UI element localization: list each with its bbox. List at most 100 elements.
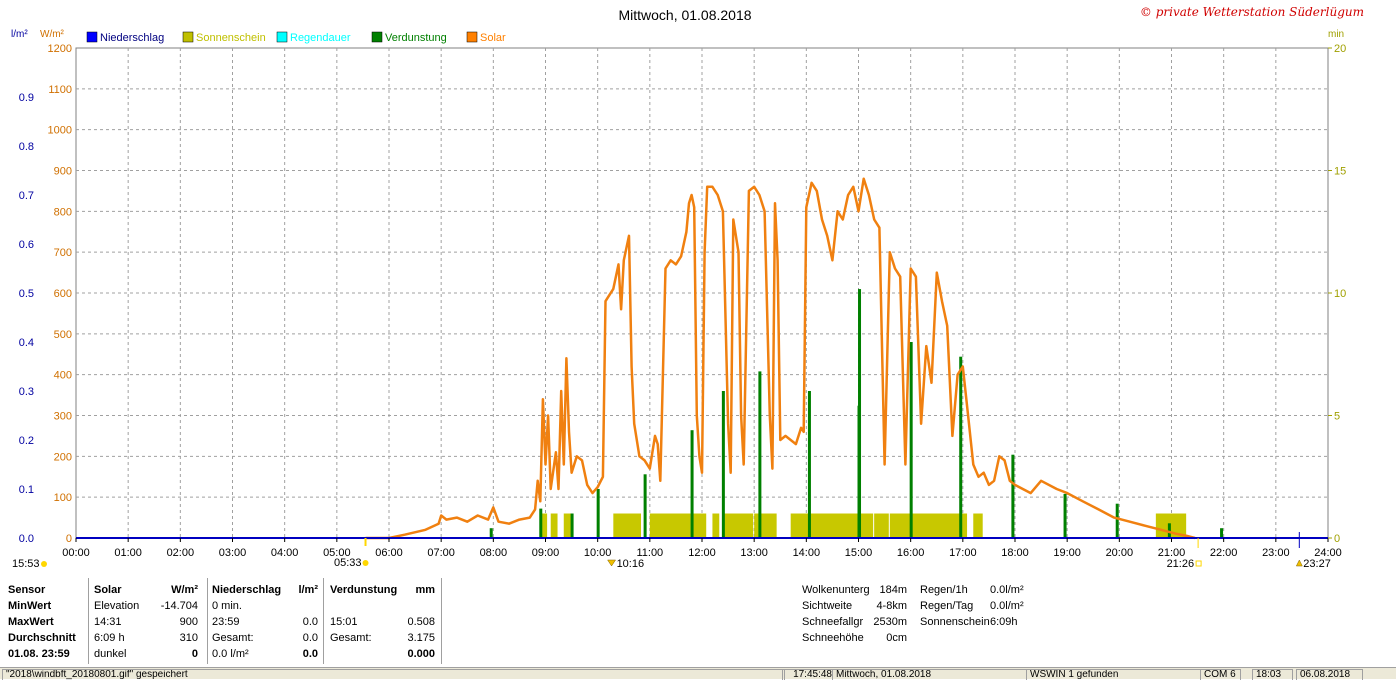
time-markers: 15:53 05:33 10:16 21:26 23:27 [12,532,1331,570]
precip-tick-label: 0.5 [19,288,34,300]
x-tick-label: 22:00 [1210,547,1238,559]
solar-tick-label: 600 [54,288,72,300]
divider [207,578,208,664]
evaporation-spike [1063,493,1067,538]
minutes-tick-label: 5 [1334,411,1340,423]
sunset-icon [1195,560,1202,567]
sunshine-bar [649,513,691,538]
legend-swatch [466,31,478,43]
x-tick-label: 18:00 [1001,547,1029,559]
x-tick-label: 05:00 [323,547,351,559]
x-tick-label: 10:00 [584,547,612,559]
unit-minutes: min [1328,29,1344,40]
divider [441,578,442,664]
solar-tick-label: 1100 [48,84,72,96]
status-device: WSWIN 1 gefunden [1026,669,1201,680]
solar-col-b: 0 [191,648,198,660]
cloud-label: Wolkenunterg [802,584,870,596]
solar-col-a: 6:09 h [94,632,125,644]
stats-row-label: MaxWert [8,616,54,628]
x-tick-label: 00:00 [62,547,90,559]
rain-label: Regen/Tag [920,600,974,612]
x-tick-label: 13:00 [740,547,768,559]
legend-swatch [276,31,288,43]
max-solar-marker-icon [607,559,617,567]
solar-col-b: -14.704 [160,600,198,612]
x-tick-label: 24:00 [1314,547,1342,559]
stats-row-label: MinWert [8,600,52,612]
niederschlag-col-b: 0.0 [302,616,318,628]
legend-label: Solar [480,32,506,44]
precip-tick-label: 0.0 [19,533,34,545]
evaporation-spike [1115,503,1119,538]
x-tick-label: 21:00 [1158,547,1186,559]
evaporation-spikes [489,289,1224,538]
precip-tick-label: 0.6 [19,239,34,251]
x-tick-label: 11:00 [636,547,663,559]
evaporation-spike [1011,454,1015,538]
solar-tick-label: 400 [54,370,72,382]
evaporation-spike [721,391,725,538]
solar-col-b: W/m² [171,584,198,596]
evaporation-spike [690,430,694,538]
unit-precip: l/m² [11,29,28,40]
precip-tick-label: 0.8 [19,141,34,153]
niederschlag-col-a: 23:59 [212,616,240,628]
precip-tick-label: 0.3 [19,386,34,398]
marker-left-time: 15:53 [12,558,40,570]
solar-tick-label: 300 [54,411,72,423]
evaporation-spike [596,489,600,538]
solar-col-a: Solar [94,584,122,596]
sunshine-bar [540,513,548,538]
max-solar-label: 10:16 [617,558,645,570]
unit-solar: W/m² [40,29,65,40]
solar-tick-label: 1200 [48,43,72,55]
legend-label: Sonnenschein [196,32,266,44]
solar-col-b: 310 [179,632,198,644]
sunshine-bar [874,513,889,538]
sunshine-bar [973,513,983,538]
rain-value: 0.0l/m² [990,600,1024,612]
rain-label: Regen/1h [920,584,968,596]
solar-series [365,177,1196,540]
evaporation-spike [643,474,647,538]
axes: 00:00 01:00 02:00 03:00 04:00 05:00 06:00 07:00… [19,43,1347,559]
cloud-label: Schneefallgr [802,616,864,628]
precip-tick-label: 0.7 [19,190,34,202]
legend-swatch [182,31,194,43]
evaporation-spike [539,508,543,538]
precip-tick-label: 0.1 [19,484,34,496]
solar-col-b: 900 [179,616,198,628]
status-file: "2018\windbft_20180801.gif" gespeichert [2,669,785,680]
verdunstung-col-b: 0.000 [407,648,435,660]
sunshine-bar [722,513,754,538]
evaporation-spike [858,289,862,538]
verdunstung-col-b: 0.508 [407,616,435,628]
x-tick-label: 08:00 [480,547,508,559]
solar-col-a: Elevation [94,600,140,612]
cloud-value: 0cm [886,632,907,644]
legend-label: Niederschlag [100,32,164,44]
solar-tick-label: 0 [66,533,72,545]
legend-label: Regendauer [290,32,351,44]
niederschlag-col-b: 0.0 [302,632,318,644]
status-bar: "2018\windbft_20180801.gif" gespeichert … [0,667,1396,680]
precip-tick-label: 0.2 [19,435,34,447]
niederschlag-col-a: Gesamt: [212,632,254,644]
x-tick-label: 07:00 [427,547,455,559]
solar-tick-label: 700 [54,247,72,259]
niederschlag-col-b: 0.0 [302,648,318,660]
evaporation-spike [807,391,811,538]
solar-tick-label: 900 [54,166,72,178]
evaporation-spike [1167,523,1171,538]
solar-tick-label: 100 [54,492,72,504]
niederschlag-col-a: 0.0 l/m² [212,648,249,660]
status-port: COM 6 [1200,669,1241,680]
precip-tick-label: 0.4 [19,337,34,349]
sunshine-bar [563,513,574,538]
verdunstung-col-a: 15:01 [330,616,358,628]
legend-swatch [86,31,98,43]
precip-tick-label: 0.9 [19,92,34,104]
evaporation-spike [1220,528,1224,538]
x-tick-label: 09:00 [532,547,560,559]
